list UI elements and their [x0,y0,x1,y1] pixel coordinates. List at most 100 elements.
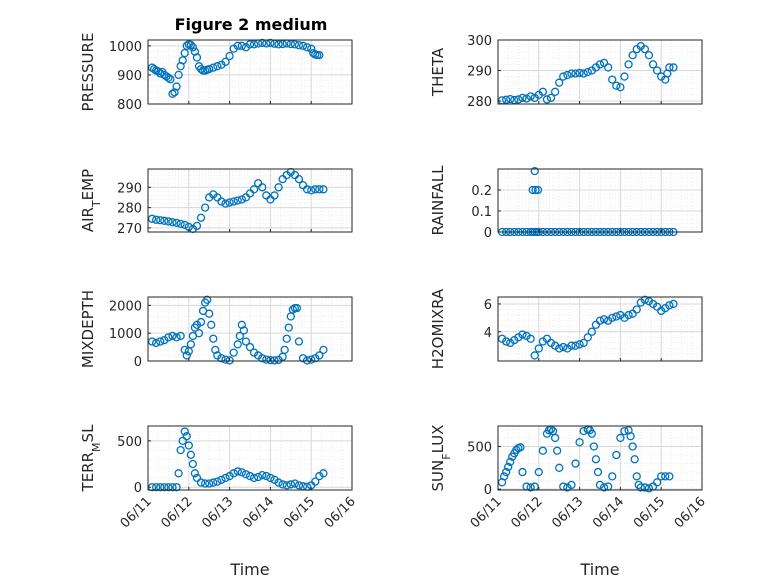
data-point [245,471,255,481]
data-point [506,457,515,466]
data-point [608,313,617,323]
data-point [555,78,564,87]
data-point [172,82,181,91]
minor-grid [497,426,703,490]
data-point [612,312,621,321]
data-point [632,305,641,314]
data-point [599,315,609,324]
data-point [221,199,230,208]
y-tick-label: 6 [484,298,492,313]
data-point [315,185,324,194]
data-point [648,60,658,69]
data-point [307,186,316,195]
y-axis-label: THETA [429,47,447,97]
data-point [608,75,617,84]
subplot-theta: 280 290 300 THETA [429,34,703,110]
x-axis-label: Time [229,560,269,579]
data-point [595,316,605,325]
minor-grid [147,169,353,233]
data-point [575,438,584,447]
data-point [180,48,189,58]
y-tick-label: 500 [467,440,492,455]
data-point [209,478,218,487]
axes-box [147,39,353,105]
data-point [280,345,289,355]
y-tick-label: 500 [117,435,142,450]
data-point [266,38,275,48]
data-point [241,470,251,479]
data-point [302,43,312,52]
data-point [294,481,304,490]
data-point [274,478,283,487]
x-tick-label: 06/12 [159,494,196,531]
data-point [262,471,271,481]
data-point [233,467,242,476]
subplot-h2omixra: 4 6 H2OMIXRA [429,288,703,369]
data-point [290,479,300,488]
data-point [184,441,193,450]
data-point [555,344,564,353]
data-point [612,450,621,460]
axes-box [147,168,353,233]
data-point [188,43,198,52]
data-point [233,41,242,50]
data-point [270,356,279,365]
y-tick-label: 800 [117,98,142,113]
y-tick-label: 0 [484,483,492,498]
data-point [640,44,650,54]
data-point [258,38,267,48]
data-point [567,341,576,350]
x-tick-label: 06/15 [281,494,318,531]
data-point [168,218,177,227]
y-tick-label: 290 [117,181,142,196]
y-tick-label: 300 [467,34,492,49]
data-point [180,345,189,355]
data-point [282,481,291,490]
subplot-terr-msl: 0 500 06/11 06/12 06/13 06/14 06/15 06/16 Time TE… [79,424,359,579]
data-point [652,66,662,75]
axes-box [147,296,353,362]
data-point [294,337,304,346]
data-point [315,50,324,60]
y-tick-label: 0.1 [471,205,492,220]
data-point [152,338,161,348]
data-point [669,299,678,309]
data-point [147,214,157,223]
y-tick-label: 4 [484,326,492,341]
y-axis-label: MIXDEPTH [79,290,97,368]
data-point [571,459,580,468]
data-point [237,195,246,204]
y-tick-label: 290 [467,64,492,79]
data-point [168,331,177,341]
data-point [502,467,511,477]
data-point [665,301,674,310]
data-point [225,51,234,61]
axes-box [147,425,353,491]
data-point [512,445,521,455]
x-tick-label: 06/13 [199,494,236,531]
data-point [587,429,596,438]
data-point [164,333,173,342]
data-point [518,93,527,103]
data-point [587,327,596,336]
data-point [262,355,271,364]
data-point [652,478,662,487]
data-point [644,51,654,60]
data-point [665,472,674,481]
data-point [616,433,625,443]
data-point [284,323,293,332]
data-point [530,351,539,360]
data-point [499,472,509,481]
data-point [302,185,312,194]
data-point [657,472,666,481]
data-point [172,218,181,228]
data-point [209,334,218,343]
data-point [604,63,613,72]
data-point [599,483,609,492]
data-point [624,60,633,69]
data-point [502,95,511,104]
data-point [160,483,169,492]
data-point [176,331,185,341]
data-point [229,197,238,206]
